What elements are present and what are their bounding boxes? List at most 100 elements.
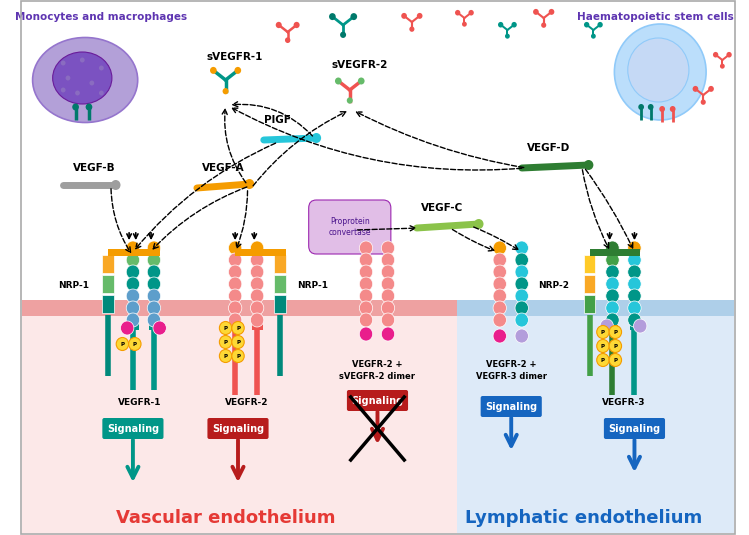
Circle shape (127, 253, 139, 267)
Circle shape (250, 289, 264, 303)
Text: P: P (224, 354, 228, 358)
Ellipse shape (52, 52, 112, 104)
Text: Monocytes and macrophages: Monocytes and macrophages (15, 12, 187, 22)
Bar (235, 249, 286, 256)
Circle shape (276, 22, 282, 28)
Circle shape (231, 322, 244, 334)
Circle shape (720, 64, 725, 68)
Circle shape (360, 289, 373, 303)
Bar (149, 318, 160, 330)
Ellipse shape (33, 37, 138, 123)
Text: Haematopoietic stem cells: Haematopoietic stem cells (577, 12, 734, 22)
Circle shape (360, 241, 373, 255)
Circle shape (127, 289, 139, 303)
Circle shape (606, 241, 619, 255)
Circle shape (127, 313, 139, 327)
Text: sVEGFR-2 dimer: sVEGFR-2 dimer (339, 372, 416, 381)
Circle shape (493, 329, 506, 343)
Circle shape (148, 253, 160, 267)
Circle shape (360, 265, 373, 279)
Text: VEGFR-1: VEGFR-1 (118, 398, 161, 407)
Circle shape (505, 34, 510, 39)
Bar (22, 300, 457, 533)
Circle shape (250, 241, 264, 255)
Circle shape (360, 253, 373, 267)
Circle shape (127, 265, 139, 279)
Text: VEGFR-2: VEGFR-2 (225, 398, 268, 407)
Circle shape (381, 241, 395, 255)
Circle shape (148, 301, 160, 315)
Circle shape (515, 329, 529, 343)
Circle shape (417, 13, 422, 19)
Text: NRP-1: NRP-1 (297, 280, 328, 289)
Circle shape (606, 301, 619, 315)
Circle shape (351, 13, 357, 20)
Circle shape (85, 103, 92, 111)
Circle shape (121, 321, 134, 335)
Bar (103, 255, 114, 273)
Text: VEGFR-2 +: VEGFR-2 + (486, 360, 536, 369)
Circle shape (250, 265, 264, 279)
Text: Lymphatic endothelium: Lymphatic endothelium (465, 509, 703, 527)
FancyBboxPatch shape (309, 200, 391, 254)
Circle shape (597, 340, 609, 353)
Text: Proprotein
convertase: Proprotein convertase (329, 217, 371, 236)
Circle shape (80, 57, 85, 63)
FancyBboxPatch shape (481, 396, 542, 417)
Circle shape (474, 219, 484, 229)
FancyBboxPatch shape (347, 390, 408, 411)
Circle shape (493, 289, 506, 303)
Text: P: P (224, 325, 228, 331)
Text: VEGFR-2 +: VEGFR-2 + (352, 360, 403, 369)
Circle shape (228, 313, 242, 327)
Bar (274, 255, 286, 273)
Circle shape (493, 241, 506, 255)
Circle shape (222, 88, 228, 94)
Circle shape (597, 354, 609, 366)
Circle shape (360, 327, 373, 341)
Circle shape (659, 106, 665, 112)
Circle shape (606, 253, 619, 267)
Circle shape (493, 277, 506, 291)
FancyBboxPatch shape (103, 418, 163, 439)
Text: VEGF-B: VEGF-B (73, 163, 115, 173)
Circle shape (541, 22, 546, 28)
Circle shape (381, 265, 395, 279)
Circle shape (347, 97, 353, 104)
Circle shape (515, 265, 529, 279)
Circle shape (462, 21, 467, 27)
Circle shape (234, 67, 241, 74)
Text: Signaling: Signaling (485, 401, 537, 411)
Circle shape (634, 319, 647, 333)
Text: P: P (613, 357, 617, 363)
Text: VEGF-D: VEGF-D (527, 143, 570, 153)
Circle shape (335, 78, 342, 85)
Circle shape (228, 241, 242, 255)
Circle shape (228, 289, 242, 303)
Bar (607, 318, 618, 330)
Text: VEGFR-3: VEGFR-3 (602, 398, 646, 407)
Circle shape (111, 180, 121, 190)
Circle shape (219, 349, 231, 363)
Circle shape (381, 313, 395, 327)
Text: Vascular endothelium: Vascular endothelium (116, 509, 336, 527)
Circle shape (360, 313, 373, 327)
Circle shape (638, 104, 644, 110)
Text: NRP-2: NRP-2 (539, 280, 569, 289)
Text: Signaling: Signaling (351, 395, 404, 406)
Circle shape (606, 265, 619, 279)
Circle shape (713, 52, 718, 58)
Circle shape (231, 335, 244, 348)
FancyBboxPatch shape (604, 418, 665, 439)
Circle shape (75, 90, 80, 96)
Circle shape (606, 289, 619, 303)
Circle shape (493, 253, 506, 267)
Circle shape (493, 265, 506, 279)
Circle shape (606, 313, 619, 327)
Circle shape (210, 67, 216, 74)
Circle shape (127, 241, 139, 255)
Circle shape (727, 52, 732, 58)
Circle shape (628, 289, 641, 303)
Circle shape (515, 289, 529, 303)
Circle shape (614, 24, 706, 120)
